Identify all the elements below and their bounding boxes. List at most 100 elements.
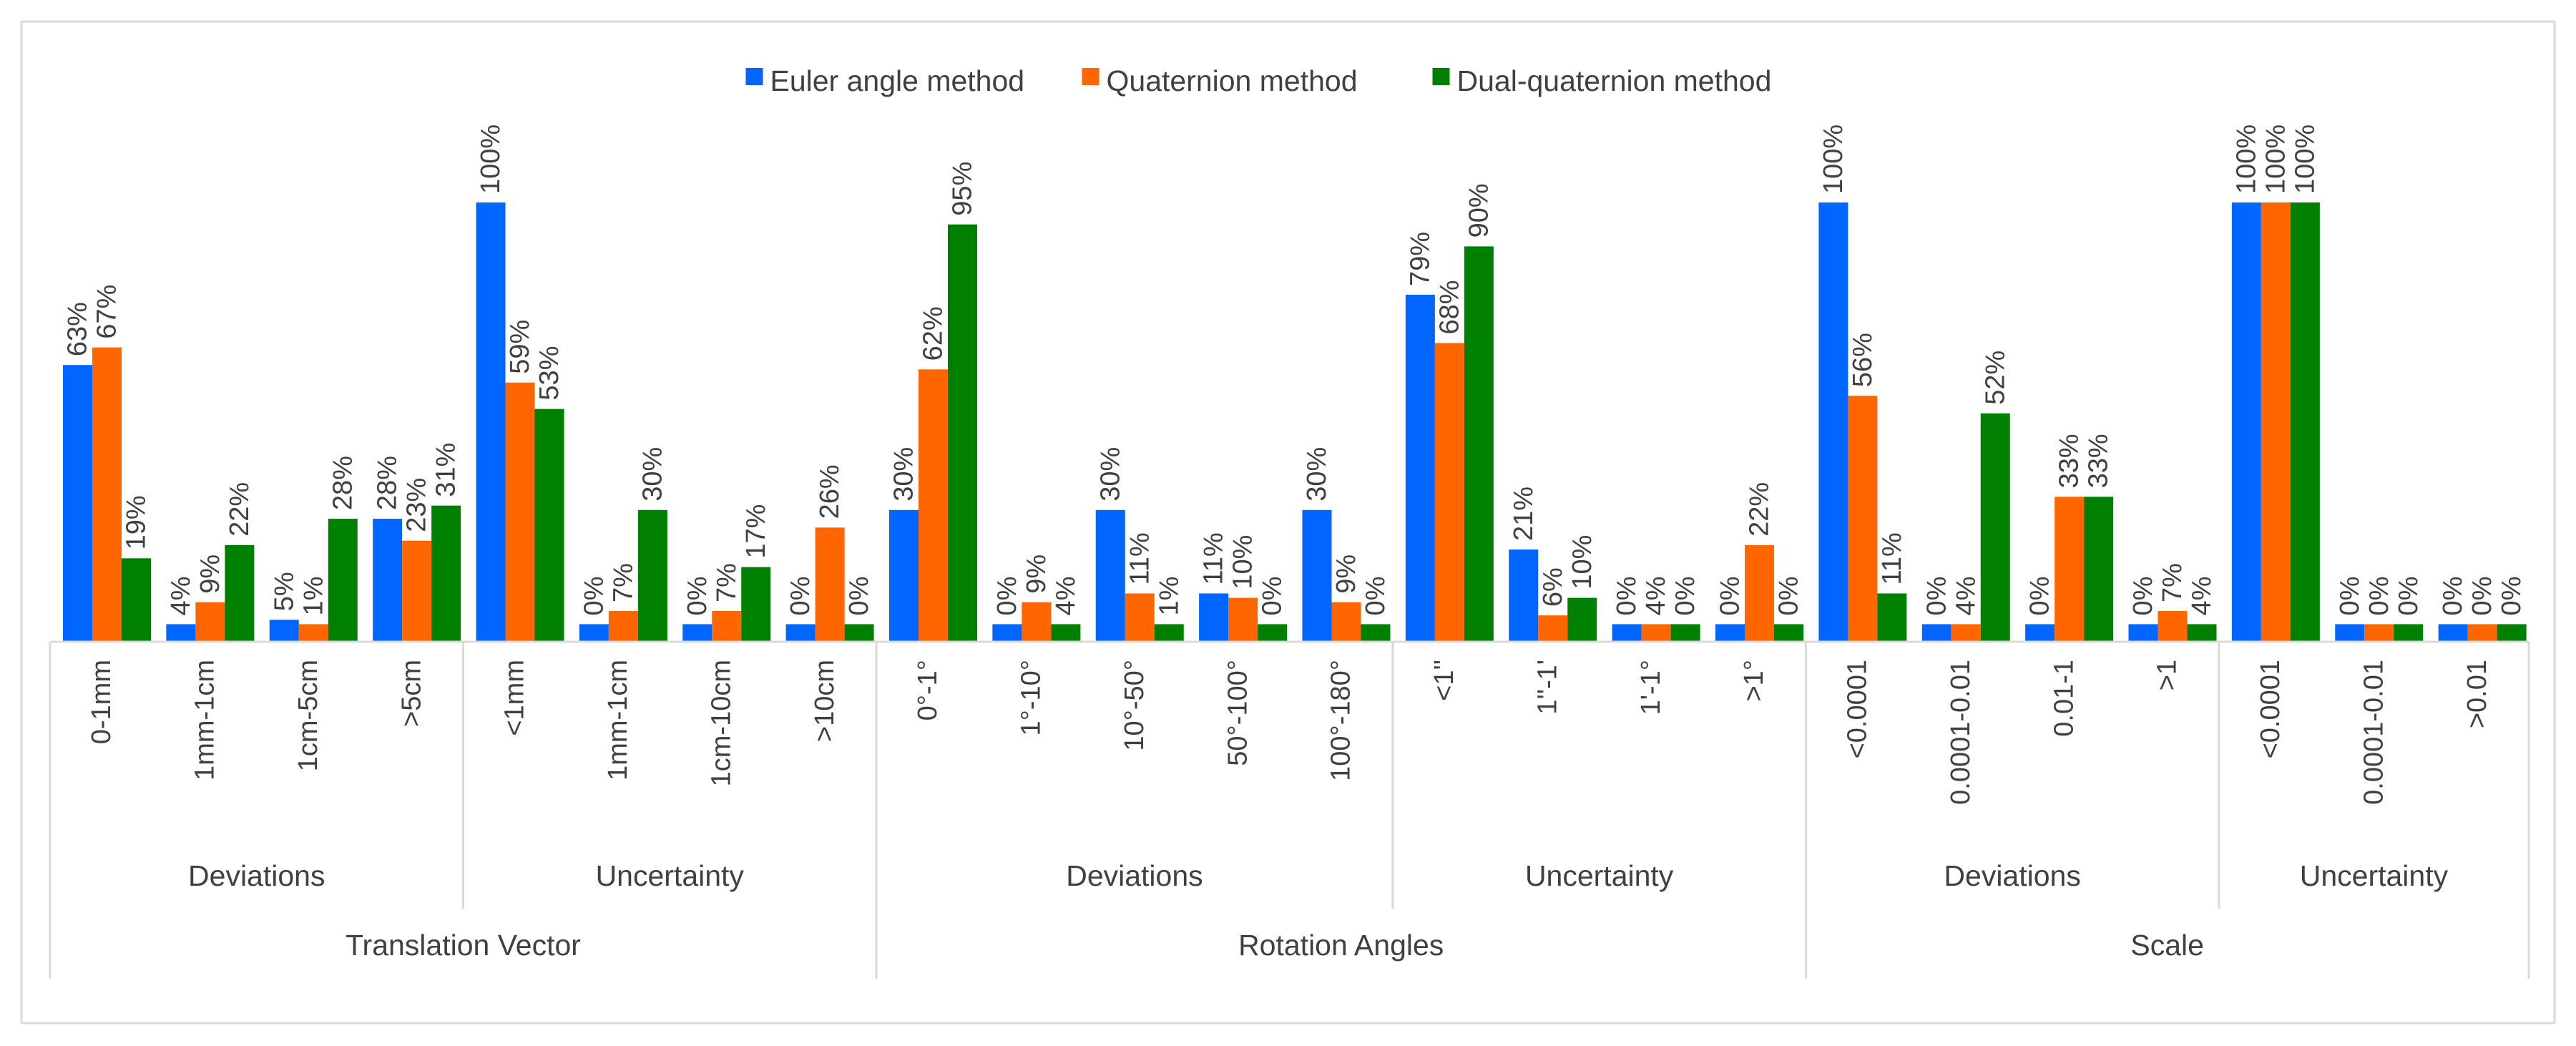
value-label-0-8: 30% bbox=[889, 447, 919, 502]
bar-0-15 bbox=[1612, 624, 1642, 642]
bar-0-7 bbox=[785, 624, 816, 642]
value-label-0-4: 100% bbox=[476, 124, 506, 194]
value-label-0-21: 100% bbox=[2231, 124, 2261, 194]
value-label-0-13: 79% bbox=[1405, 232, 1435, 286]
bars bbox=[63, 202, 2527, 642]
category-label-1: 1mm-1cm bbox=[190, 660, 220, 781]
subgroup-label-1: Uncertainty bbox=[596, 859, 745, 892]
bar-1-13 bbox=[1434, 343, 1464, 642]
value-label-1-17: 56% bbox=[1848, 333, 1878, 387]
value-label-0-14: 21% bbox=[1509, 487, 1539, 541]
category-label-9: 1°-10° bbox=[1017, 660, 1047, 735]
bar-1-0 bbox=[92, 347, 122, 642]
value-label-0-19: 0% bbox=[2025, 577, 2055, 616]
bar-2-4 bbox=[534, 409, 564, 642]
value-label-1-10: 11% bbox=[1125, 532, 1155, 585]
legend-label-1: Quaternion method bbox=[1107, 64, 1358, 97]
subgroup-label-5: Uncertainty bbox=[2300, 859, 2449, 892]
value-label-2-21: 100% bbox=[2290, 124, 2320, 194]
legend-label-2: Dual-quaternion method bbox=[1457, 64, 1772, 97]
group-label-0: Translation Vector bbox=[346, 929, 581, 962]
bar-0-17 bbox=[1818, 202, 1848, 642]
value-label-2-4: 53% bbox=[534, 346, 564, 401]
category-label-7: >10cm bbox=[810, 660, 840, 742]
bar-0-13 bbox=[1405, 294, 1435, 642]
bar-0-6 bbox=[682, 624, 712, 642]
category-label-16: >1° bbox=[1739, 660, 1769, 702]
bar-2-22 bbox=[2394, 624, 2424, 642]
bar-1-14 bbox=[1538, 615, 1568, 642]
value-label-2-20: 4% bbox=[2187, 577, 2217, 616]
bar-0-22 bbox=[2335, 624, 2365, 642]
value-label-1-20: 7% bbox=[2158, 563, 2188, 602]
subgroup-label-2: Deviations bbox=[1066, 859, 1203, 892]
category-label-22: 0.0001-0.01 bbox=[2359, 660, 2389, 805]
bar-0-9 bbox=[992, 624, 1022, 642]
bar-1-21 bbox=[2261, 202, 2291, 642]
value-label-2-19: 33% bbox=[2084, 434, 2114, 488]
bar-1-7 bbox=[815, 527, 845, 642]
value-label-0-23: 0% bbox=[2438, 577, 2468, 616]
category-label-13: <1'' bbox=[1429, 660, 1459, 701]
value-label-1-13: 68% bbox=[1434, 280, 1464, 334]
bar-2-0 bbox=[122, 558, 151, 642]
value-label-1-0: 67% bbox=[92, 285, 122, 339]
bar-1-20 bbox=[2158, 611, 2188, 642]
value-label-0-7: 0% bbox=[785, 577, 816, 616]
value-label-2-1: 22% bbox=[225, 482, 255, 537]
value-label-2-7: 0% bbox=[844, 577, 874, 616]
value-label-0-5: 0% bbox=[579, 577, 609, 616]
value-label-1-2: 1% bbox=[298, 577, 328, 616]
bar-0-5 bbox=[579, 624, 609, 642]
value-label-2-2: 28% bbox=[328, 456, 358, 510]
value-label-1-18: 4% bbox=[1951, 577, 1981, 616]
value-label-0-10: 30% bbox=[1095, 447, 1125, 502]
bar-2-5 bbox=[637, 509, 667, 642]
bar-1-5 bbox=[608, 611, 638, 642]
group-label-1: Rotation Angles bbox=[1238, 929, 1444, 962]
legend: Euler angle method Quaternion method Dual-… bbox=[745, 64, 1772, 97]
value-label-0-9: 0% bbox=[992, 577, 1022, 616]
value-label-1-16: 22% bbox=[1745, 482, 1775, 537]
value-label-1-3: 23% bbox=[402, 478, 432, 532]
value-label-2-6: 17% bbox=[741, 504, 771, 559]
value-label-2-13: 90% bbox=[1464, 183, 1494, 238]
bar-0-16 bbox=[1715, 624, 1745, 642]
bar-0-14 bbox=[1509, 549, 1539, 642]
legend-swatch-0 bbox=[745, 68, 763, 85]
category-label-17: <0.0001 bbox=[1843, 660, 1873, 758]
value-label-1-4: 59% bbox=[505, 320, 535, 374]
value-label-0-18: 0% bbox=[1921, 577, 1951, 616]
value-label-0-11: 11% bbox=[1199, 532, 1229, 585]
category-label-23: >0.01 bbox=[2462, 660, 2492, 728]
value-label-1-19: 33% bbox=[2055, 434, 2085, 488]
category-label-20: >1 bbox=[2153, 660, 2183, 690]
value-label-0-6: 0% bbox=[682, 577, 712, 616]
legend-swatch-2 bbox=[1432, 68, 1450, 85]
subgroup-label-4: Deviations bbox=[1944, 859, 2080, 892]
bar-2-7 bbox=[844, 624, 874, 642]
category-label-6: 1cm-10cm bbox=[706, 660, 736, 786]
value-label-2-14: 10% bbox=[1567, 535, 1597, 590]
bar-2-18 bbox=[1980, 413, 2010, 642]
bar-2-9 bbox=[1051, 624, 1081, 642]
bar-1-15 bbox=[1641, 624, 1671, 642]
value-label-1-15: 4% bbox=[1641, 577, 1671, 616]
bar-1-17 bbox=[1848, 396, 1878, 642]
value-label-1-6: 7% bbox=[712, 563, 742, 602]
bar-1-11 bbox=[1228, 597, 1258, 642]
bar-2-21 bbox=[2290, 202, 2320, 642]
bar-1-22 bbox=[2364, 624, 2394, 642]
value-label-2-10: 1% bbox=[1154, 577, 1184, 616]
value-label-1-5: 7% bbox=[608, 563, 638, 602]
value-label-2-22: 0% bbox=[2394, 577, 2424, 616]
bar-2-12 bbox=[1361, 624, 1391, 642]
bar-1-12 bbox=[1331, 602, 1361, 642]
bar-2-2 bbox=[328, 519, 358, 642]
bar-0-8 bbox=[889, 509, 919, 642]
bar-1-6 bbox=[712, 611, 742, 642]
bar-2-13 bbox=[1464, 246, 1494, 642]
category-label-0: 0-1mm bbox=[87, 660, 117, 744]
value-label-2-23: 0% bbox=[2497, 577, 2527, 616]
value-label-1-23: 0% bbox=[2467, 577, 2497, 616]
